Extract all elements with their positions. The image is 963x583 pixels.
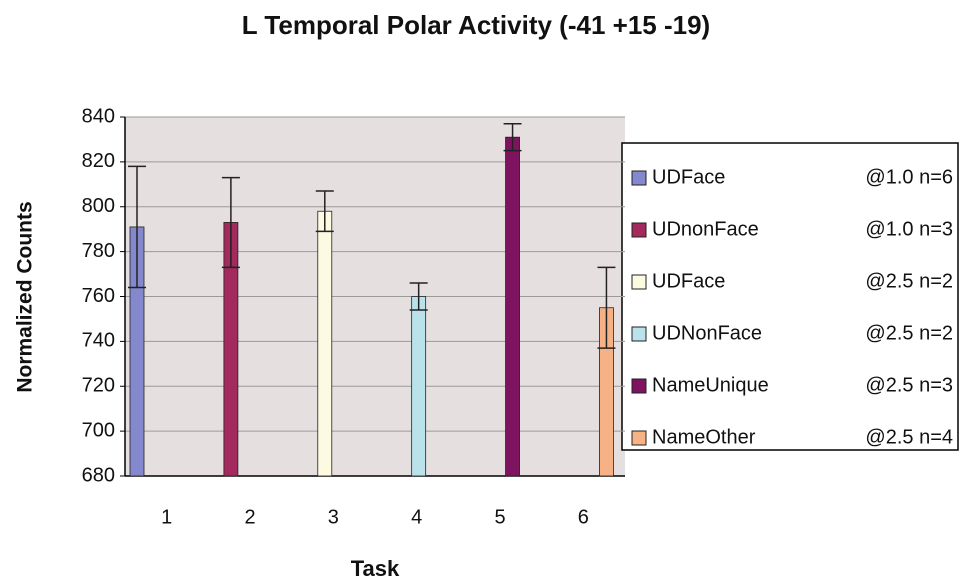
- y-tick-label: 800: [82, 195, 115, 217]
- y-tick-label: 680: [82, 464, 115, 486]
- legend-swatch: [631, 326, 647, 342]
- legend-condition: @2.5 n=3: [865, 374, 953, 396]
- x-tick-label: 2: [244, 506, 255, 528]
- legend: [621, 142, 959, 451]
- bar: [317, 210, 333, 477]
- error-bar: [409, 282, 428, 311]
- x-tick-label: 4: [411, 506, 422, 528]
- x-tick-label: 1: [161, 506, 172, 528]
- error-bar: [221, 176, 240, 269]
- bar: [505, 136, 520, 477]
- legend-label: UDFace: [652, 270, 725, 292]
- y-tick-label: 740: [82, 330, 115, 352]
- legend-label: NameUnique: [652, 374, 769, 396]
- x-axis-label: Task: [351, 556, 400, 581]
- legend-label: UDnonFace: [652, 218, 759, 240]
- legend-label: UDFace: [652, 166, 725, 188]
- y-tick-label: 780: [82, 240, 115, 262]
- error-bar: [597, 266, 616, 349]
- y-axis-label: Normalized Counts: [14, 201, 37, 392]
- legend-swatch: [631, 170, 647, 186]
- y-tick-label: 720: [82, 375, 115, 397]
- y-tick-label: 760: [82, 285, 115, 307]
- error-bar: [503, 122, 522, 152]
- legend-label: NameOther: [652, 426, 756, 448]
- legend-condition: @2.5 n=2: [865, 322, 953, 344]
- legend-condition: @1.0 n=6: [865, 166, 953, 188]
- legend-swatch: [631, 274, 647, 290]
- chart-title: L Temporal Polar Activity (-41 +15 -19): [242, 10, 710, 40]
- legend-condition: @1.0 n=3: [865, 218, 953, 240]
- legend-label: UDNonFace: [652, 322, 762, 344]
- y-tick-label: 700: [82, 419, 115, 441]
- error-bar: [128, 165, 146, 289]
- legend-swatch: [631, 378, 647, 394]
- legend-swatch: [631, 430, 647, 446]
- legend-condition: @2.5 n=2: [865, 270, 953, 292]
- x-tick-label: 5: [494, 506, 505, 528]
- error-bar: [315, 190, 334, 233]
- x-tick-label: 6: [578, 506, 589, 528]
- legend-swatch: [631, 222, 647, 238]
- bar: [411, 296, 427, 477]
- x-tick-label: 3: [328, 506, 339, 528]
- y-tick-label: 820: [82, 150, 115, 172]
- y-tick-label: 840: [82, 105, 115, 127]
- legend-condition: @2.5 n=4: [865, 426, 953, 448]
